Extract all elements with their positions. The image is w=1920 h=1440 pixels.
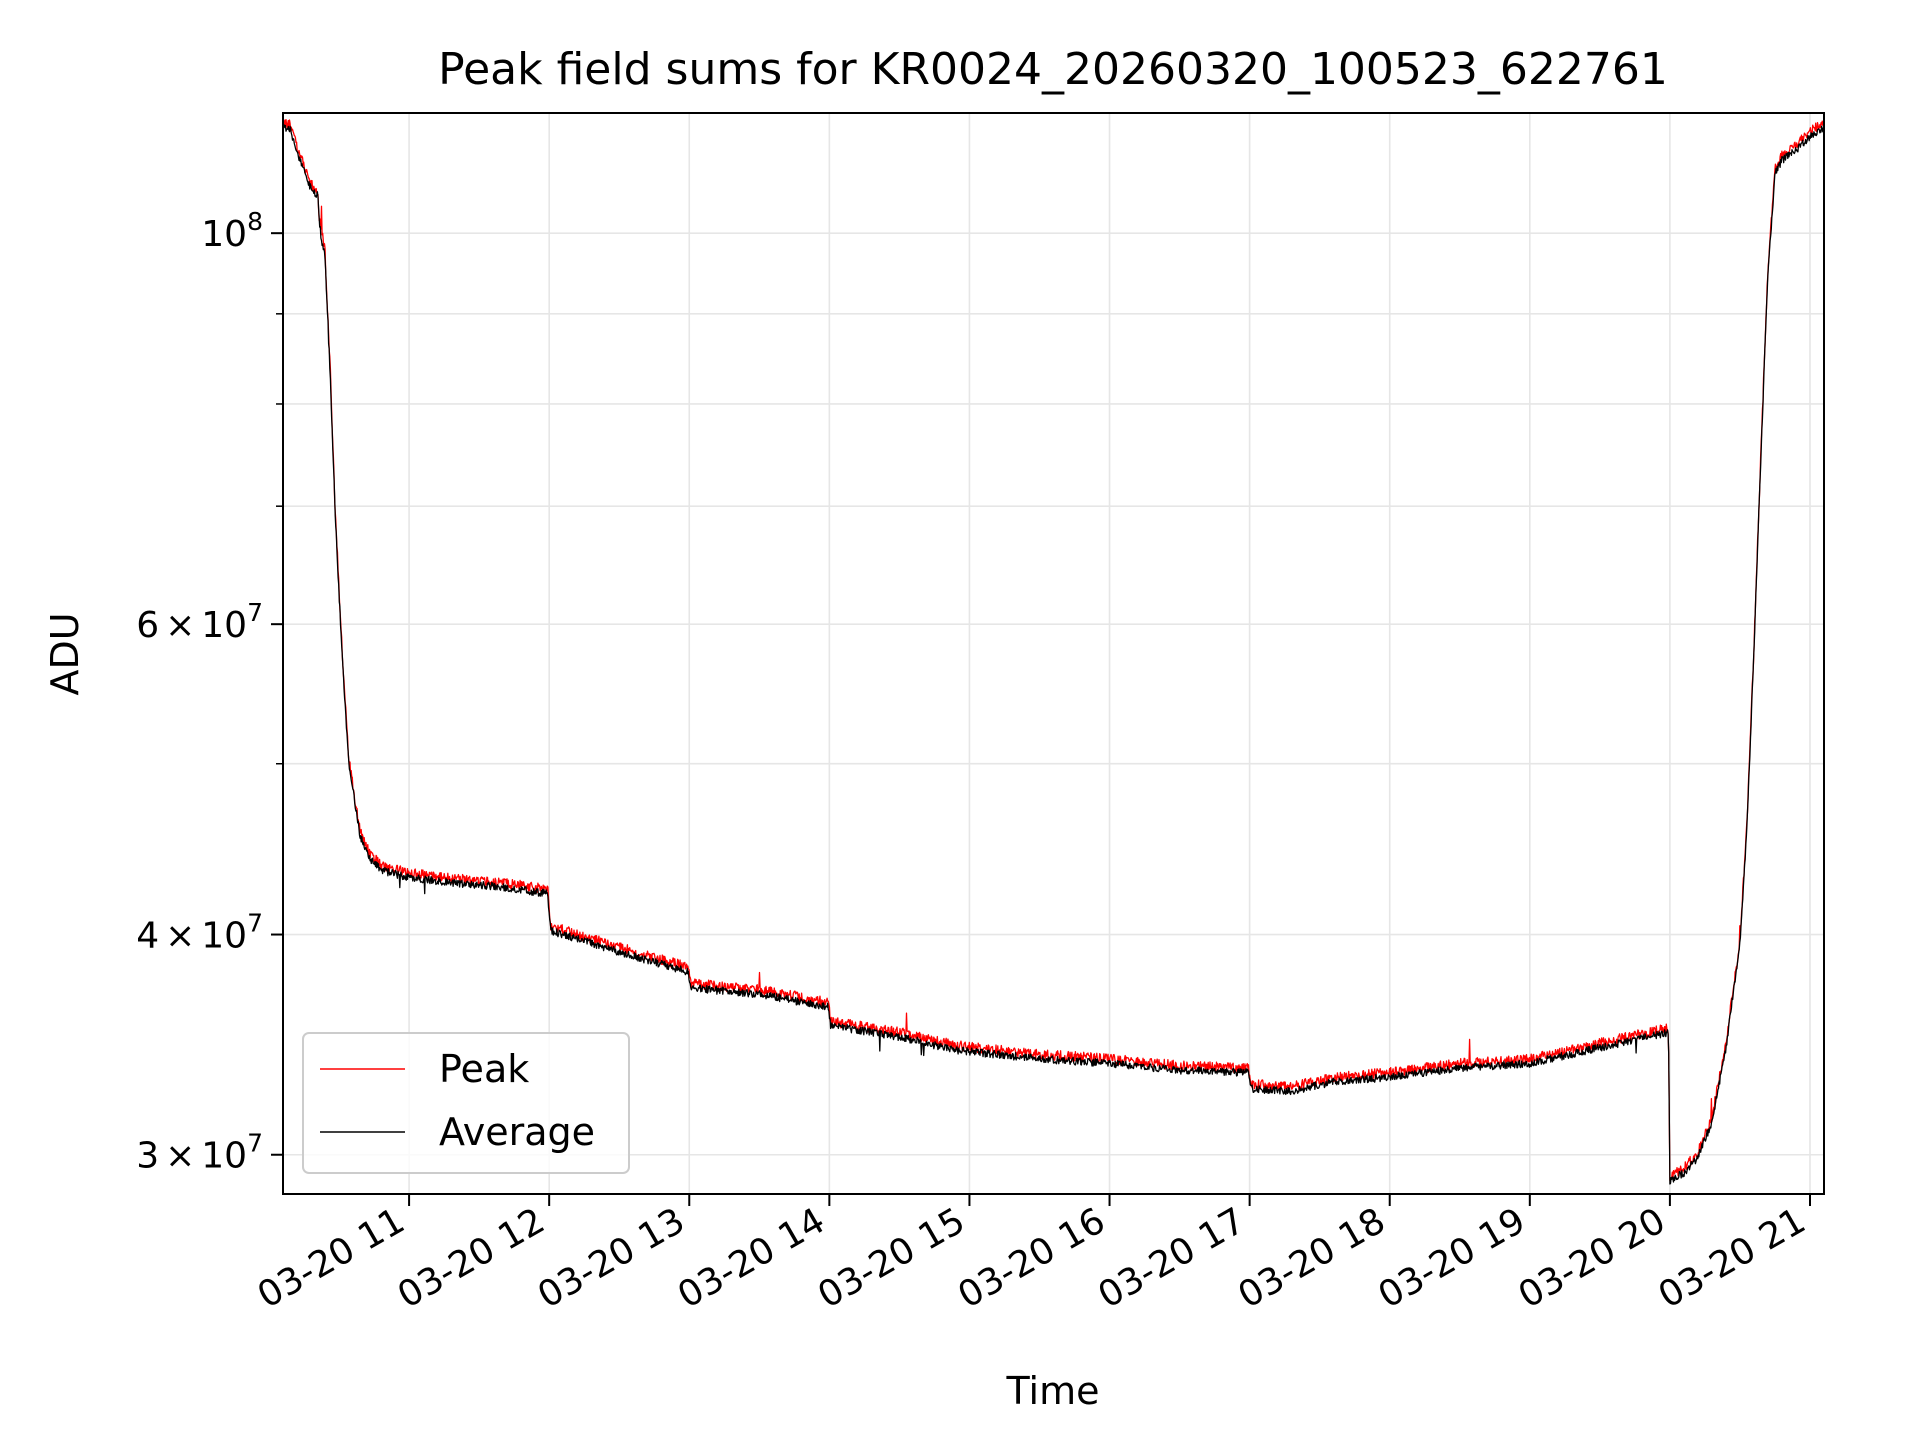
series-line-average bbox=[282, 123, 1825, 1185]
y-tick-label: 6 × 107 bbox=[136, 598, 263, 646]
legend-average-label: Average bbox=[439, 1110, 595, 1154]
y-tick-base: 10 bbox=[201, 1136, 247, 1177]
y-tick-mantissa: 4 bbox=[136, 916, 159, 957]
y-tick-base: 10 bbox=[201, 214, 247, 255]
y-tick-exponent: 8 bbox=[247, 207, 263, 236]
y-tick-base: 10 bbox=[201, 916, 247, 957]
chart-title: Peak field sums for KR0024_20260320_1005… bbox=[438, 44, 1668, 95]
legend-peak-label: Peak bbox=[439, 1047, 529, 1091]
y-tick-exponent: 7 bbox=[247, 909, 263, 938]
y-tick-mantissa: 6 bbox=[136, 605, 159, 646]
plot-frame bbox=[282, 112, 1825, 1195]
series-line-peak bbox=[282, 118, 1825, 1182]
y-tick-exponent: 7 bbox=[247, 598, 263, 627]
y-tick-times: × bbox=[165, 916, 195, 957]
x-axis-label: Time bbox=[1006, 1369, 1100, 1413]
legend: Peak Average bbox=[302, 1032, 630, 1174]
y-tick-base: 10 bbox=[201, 605, 247, 646]
series-group bbox=[282, 118, 1825, 1185]
y-tick-times: × bbox=[165, 605, 195, 646]
grid bbox=[283, 113, 1824, 1194]
y-tick-label: 4 × 107 bbox=[136, 909, 263, 957]
y-tick-mantissa: 3 bbox=[136, 1136, 159, 1177]
y-tick-label: 108 bbox=[201, 207, 263, 255]
y-tick-label: 3 × 107 bbox=[136, 1129, 263, 1177]
legend-box bbox=[302, 1032, 630, 1174]
y-axis-label: ADU bbox=[43, 612, 87, 695]
y-tick-exponent: 7 bbox=[247, 1129, 263, 1158]
y-tick-times: × bbox=[165, 1136, 195, 1177]
